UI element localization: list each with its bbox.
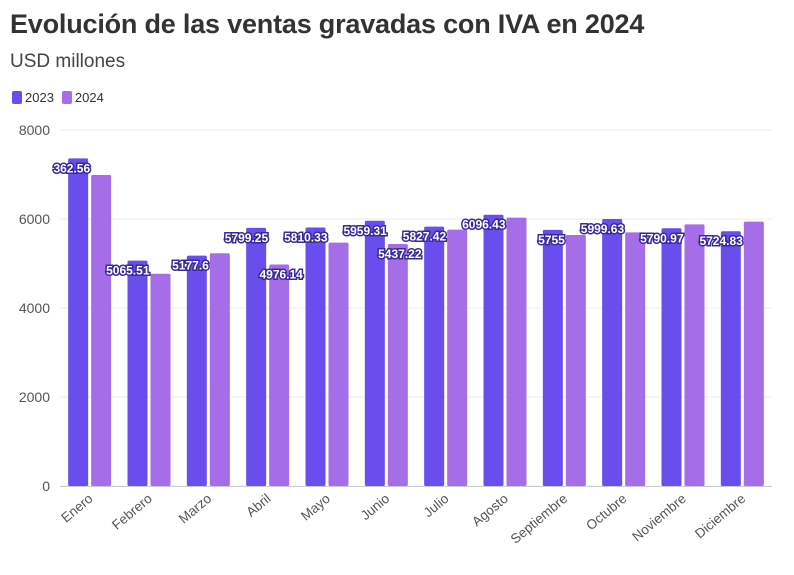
data-label-2023-marzo: 5177.6 [172,259,209,273]
x-tick-label-marzo: Marzo [176,491,214,527]
bars [68,158,764,487]
x-tick-label-febrero: Febrero [109,491,155,533]
bar-2024-marzo[interactable] [209,253,230,486]
data-label-2023-septiembre: 5755 [538,233,565,247]
chart-subtitle: USD millones [10,51,126,72]
y-tick-label: 4000 [19,300,50,316]
bar-2024-octubre[interactable] [625,232,646,486]
bar-2024-agosto[interactable] [506,217,527,487]
legend-label-2024: 2024 [74,90,104,105]
bar-2024-septiembre[interactable] [565,235,586,486]
bar-2024-mayo[interactable] [328,242,349,486]
legend-item-2024[interactable]: 2024 [61,90,104,105]
data-label-2023-agosto: 6096.43 [462,218,506,232]
x-tick-label-octubre: Octubre [583,491,629,533]
bar-2024-abril[interactable] [269,264,290,486]
data-labels: 362.56 5065.51 5177.6 5799.25 4976.14 5810.33… [52,160,745,283]
data-label-2023-julio: 5827.42 [403,230,447,244]
x-tick-label-enero: Enero [58,491,95,526]
bar-2023-agosto[interactable] [483,214,504,486]
x-tick-label-agosto: Agosto [469,491,511,530]
x-tick-label-mayo: Mayo [298,491,333,524]
x-tick-label-noviembre: Noviembre [629,491,689,544]
legend-label-2023: 2023 [25,90,54,105]
bar-2024-febrero[interactable] [150,273,171,486]
y-tick-label: 0 [42,478,50,494]
bar-2023-julio[interactable] [424,226,445,486]
bar-2024-diciembre[interactable] [743,221,764,487]
chart-title: Evolución de las ventas gravadas con IVA… [10,9,645,39]
x-tick-label-septiembre: Septiembre [508,491,571,547]
x-tick-label-diciembre: Diciembre [692,491,748,542]
bar-2023-febrero[interactable] [127,260,148,486]
data-label-2023-noviembre: 5790.97 [640,231,684,245]
data-label-2023-octubre: 5999.63 [581,222,625,236]
legend-swatch-2024 [61,91,72,104]
x-tick-label-junio: Junio [358,491,392,523]
data-label-2023-diciembre: 5724.83 [699,234,743,248]
data-label-2023-abril: 5799.25 [225,231,269,245]
data-label-2023-enero: 362.56 [53,161,90,175]
bar-2023-abril[interactable] [246,227,267,486]
bar-2023-diciembre[interactable] [720,231,741,486]
y-tick-label: 2000 [19,389,50,405]
legend-swatch-2023 [12,91,22,104]
bar-2023-septiembre[interactable] [542,229,563,486]
bar-2023-junio[interactable] [364,220,385,486]
bar-2023-octubre[interactable] [602,219,623,486]
x-tick-label-abril: Abril [243,491,273,520]
bar-2024-julio[interactable] [447,229,468,486]
bar-2024-noviembre[interactable] [684,224,705,486]
bar-2023-marzo[interactable] [186,255,207,486]
data-label-2024-abril: 4976.14 [259,268,303,282]
data-label-2023-mayo: 5810.33 [284,230,328,244]
x-tick-label-julio: Julio [421,491,452,520]
data-label-2024-junio: 5437.22 [378,247,422,261]
y-tick-label: 6000 [19,211,50,227]
bar-2023-noviembre[interactable] [661,228,682,487]
data-label-2023-febrero: 5065.51 [106,264,150,278]
legend: 2023 2024 [12,90,104,105]
bar-2024-enero[interactable] [91,174,112,486]
legend-item-2023[interactable]: 2023 [12,90,54,105]
bar-2024-junio[interactable] [387,244,408,486]
bar-2023-mayo[interactable] [305,227,326,486]
y-tick-label: 8000 [19,122,50,138]
bar-2023-enero[interactable] [68,158,89,486]
data-label-2023-junio: 5959.31 [343,224,387,238]
